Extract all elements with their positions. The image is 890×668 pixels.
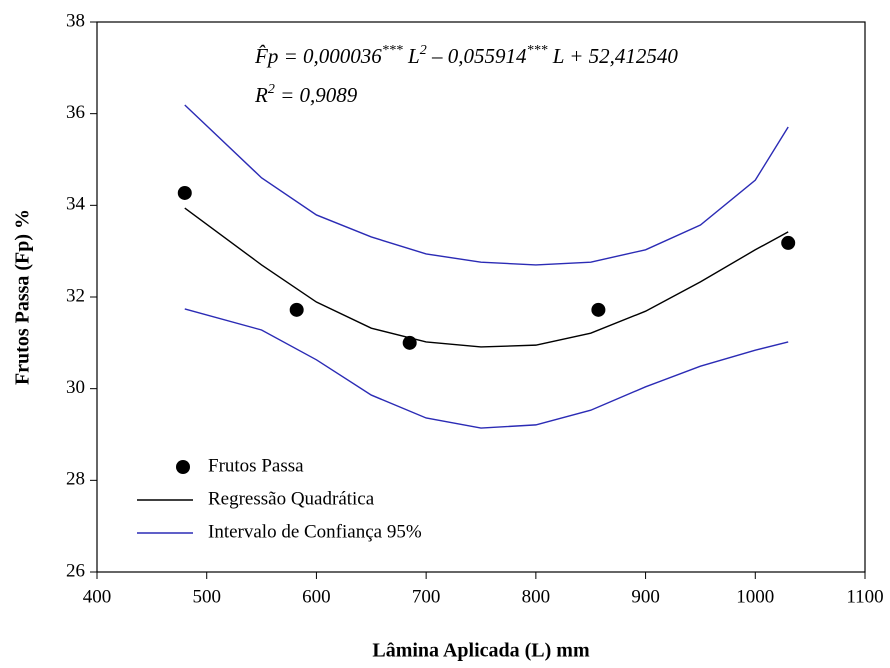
r2-part: = 0,9089 [275, 83, 358, 107]
y-tick-label: 34 [66, 194, 86, 215]
x-tick-label: 400 [83, 586, 112, 607]
legend-label: Regressão Quadrática [208, 488, 375, 509]
y-tick-label: 36 [66, 102, 85, 123]
legend-marker [176, 460, 190, 474]
y-tick-label: 30 [66, 377, 85, 398]
x-tick-label: 600 [302, 586, 331, 607]
data-point [289, 302, 304, 317]
r2-part: 2 [268, 82, 275, 97]
equation: F̂p = 0,000036*** L2 – 0,055914*** L + 5… [254, 43, 678, 68]
x-tick-label: 500 [192, 586, 221, 607]
equation-part: *** [526, 43, 547, 58]
x-axis-title: Lâmina Aplicada (L) mm [372, 640, 590, 662]
data-point [781, 235, 796, 250]
equation-part: 2 [420, 43, 427, 58]
legend-label: Intervalo de Confiança 95% [208, 521, 422, 542]
regression-line [184, 207, 789, 348]
equation-part: – 0,055914 [427, 44, 527, 68]
equation-part: F̂p = 0,000036 [254, 44, 382, 68]
x-tick-label: 1100 [846, 586, 883, 607]
legend-label: Frutos Passa [208, 455, 304, 476]
x-tick-label: 900 [631, 586, 660, 607]
y-axis-title: Frutos Passa (Fp) % [12, 209, 34, 385]
y-tick-label: 32 [66, 285, 85, 306]
data-point [591, 302, 606, 317]
y-tick-label: 26 [66, 560, 85, 581]
x-tick-label: 1000 [736, 586, 774, 607]
x-tick-label: 800 [522, 586, 551, 607]
y-tick-label: 38 [66, 10, 85, 31]
upper-confidence-line [184, 104, 789, 266]
lower-confidence-line [184, 308, 789, 429]
r-squared: R2 = 0,9089 [254, 82, 358, 107]
x-tick-label: 700 [412, 586, 441, 607]
r2-part: R [254, 83, 268, 107]
equation-part: *** [382, 43, 403, 58]
equation-part: L [403, 44, 420, 68]
y-tick-label: 28 [66, 469, 85, 490]
equation-part: L + 52,412540 [547, 44, 678, 68]
data-point [177, 185, 192, 200]
